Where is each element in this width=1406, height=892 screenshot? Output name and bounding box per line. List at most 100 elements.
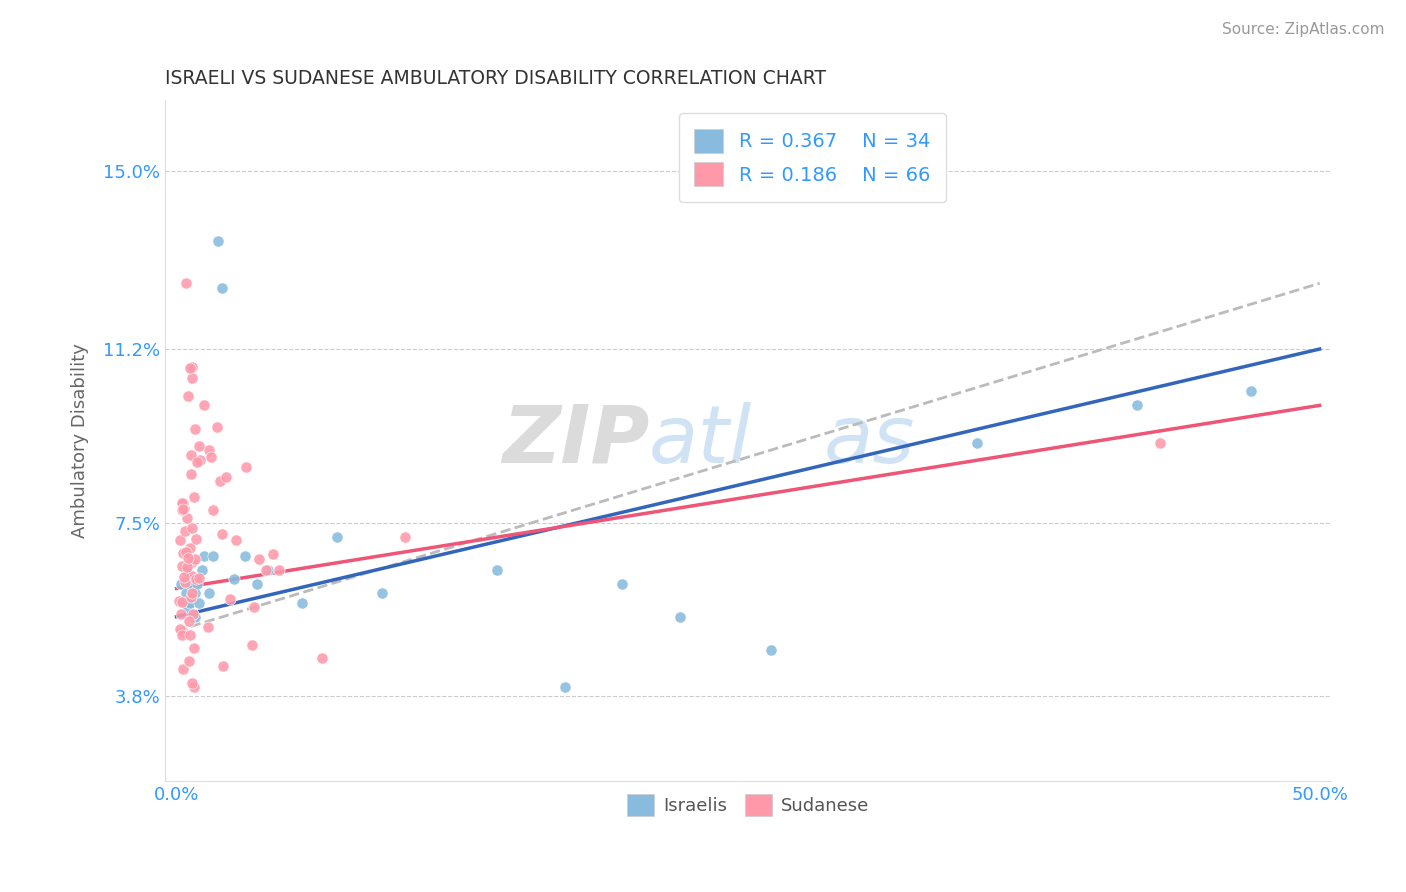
Y-axis label: Ambulatory Disability: Ambulatory Disability bbox=[72, 343, 89, 538]
Point bbox=[172, 625, 194, 640]
Point bbox=[207, 234, 229, 248]
Point bbox=[177, 600, 200, 615]
Point bbox=[179, 576, 201, 591]
Point bbox=[485, 563, 508, 577]
Point bbox=[211, 527, 233, 541]
Point bbox=[180, 676, 202, 690]
Point bbox=[172, 628, 194, 642]
Point bbox=[235, 459, 257, 474]
Point bbox=[181, 586, 204, 600]
Point bbox=[180, 371, 202, 385]
Point bbox=[172, 546, 194, 560]
Point bbox=[186, 576, 208, 591]
Point bbox=[201, 503, 224, 517]
Point bbox=[177, 572, 200, 586]
Point bbox=[169, 594, 191, 608]
Point bbox=[184, 532, 207, 546]
Point bbox=[180, 467, 202, 481]
Point bbox=[225, 533, 247, 547]
Point bbox=[193, 549, 215, 563]
Point bbox=[190, 563, 212, 577]
Point bbox=[612, 576, 634, 591]
Text: as: as bbox=[824, 401, 915, 480]
Point bbox=[172, 596, 194, 610]
Point bbox=[208, 474, 231, 488]
Point bbox=[966, 436, 988, 450]
Point bbox=[214, 470, 236, 484]
Point bbox=[181, 569, 204, 583]
Point bbox=[1240, 384, 1263, 399]
Point bbox=[174, 563, 197, 577]
Point bbox=[184, 609, 207, 624]
Point bbox=[180, 590, 202, 604]
Point bbox=[183, 490, 205, 504]
Point bbox=[181, 586, 204, 600]
Point bbox=[174, 277, 197, 291]
Point bbox=[245, 576, 267, 591]
Point bbox=[242, 600, 264, 615]
Point bbox=[174, 586, 197, 600]
Point bbox=[179, 614, 201, 628]
Point bbox=[179, 360, 201, 375]
Point bbox=[184, 551, 207, 566]
Point bbox=[1125, 398, 1147, 412]
Point bbox=[187, 571, 209, 585]
Point bbox=[218, 591, 240, 606]
Point bbox=[179, 654, 201, 668]
Point bbox=[172, 501, 194, 516]
Text: ZIP: ZIP bbox=[502, 401, 650, 480]
Legend: Israelis, Sudanese: Israelis, Sudanese bbox=[620, 787, 876, 823]
Point bbox=[177, 551, 200, 566]
Point bbox=[198, 442, 221, 457]
Point bbox=[183, 640, 205, 655]
Point bbox=[177, 389, 200, 403]
Point bbox=[269, 563, 291, 577]
Point bbox=[169, 607, 191, 622]
Point bbox=[193, 398, 215, 412]
Point bbox=[170, 559, 193, 574]
Point bbox=[200, 450, 222, 464]
Point bbox=[186, 455, 208, 469]
Point bbox=[180, 555, 202, 569]
Point bbox=[172, 662, 194, 676]
Point bbox=[222, 572, 245, 586]
Point bbox=[188, 439, 211, 453]
Text: atl: atl bbox=[650, 401, 752, 480]
Point bbox=[554, 680, 576, 694]
Point bbox=[197, 619, 219, 633]
Point bbox=[394, 530, 416, 544]
Point bbox=[188, 596, 211, 610]
Point bbox=[325, 530, 347, 544]
Point bbox=[184, 422, 207, 436]
Point bbox=[1149, 436, 1171, 450]
Point bbox=[179, 628, 201, 642]
Point bbox=[173, 574, 195, 589]
Point bbox=[181, 607, 204, 622]
Text: ISRAELI VS SUDANESE AMBULATORY DISABILITY CORRELATION CHART: ISRAELI VS SUDANESE AMBULATORY DISABILIT… bbox=[165, 69, 827, 87]
Point bbox=[211, 281, 233, 295]
Point bbox=[179, 541, 201, 555]
Point bbox=[184, 586, 207, 600]
Point bbox=[668, 609, 690, 624]
Point bbox=[205, 420, 228, 434]
Point bbox=[212, 659, 235, 673]
Point bbox=[202, 549, 225, 563]
Point bbox=[169, 622, 191, 636]
Point bbox=[172, 495, 194, 509]
Point bbox=[176, 511, 198, 525]
Point bbox=[170, 576, 193, 591]
Point bbox=[240, 638, 263, 652]
Point bbox=[262, 547, 284, 561]
Point bbox=[183, 680, 205, 694]
Point bbox=[169, 533, 191, 548]
Point bbox=[254, 563, 277, 577]
Point bbox=[197, 586, 219, 600]
Point bbox=[291, 596, 314, 610]
Point bbox=[759, 642, 782, 657]
Point bbox=[173, 500, 195, 515]
Point bbox=[371, 586, 394, 600]
Point bbox=[184, 572, 207, 586]
Point bbox=[180, 448, 202, 462]
Point bbox=[172, 496, 194, 510]
Point bbox=[257, 563, 280, 577]
